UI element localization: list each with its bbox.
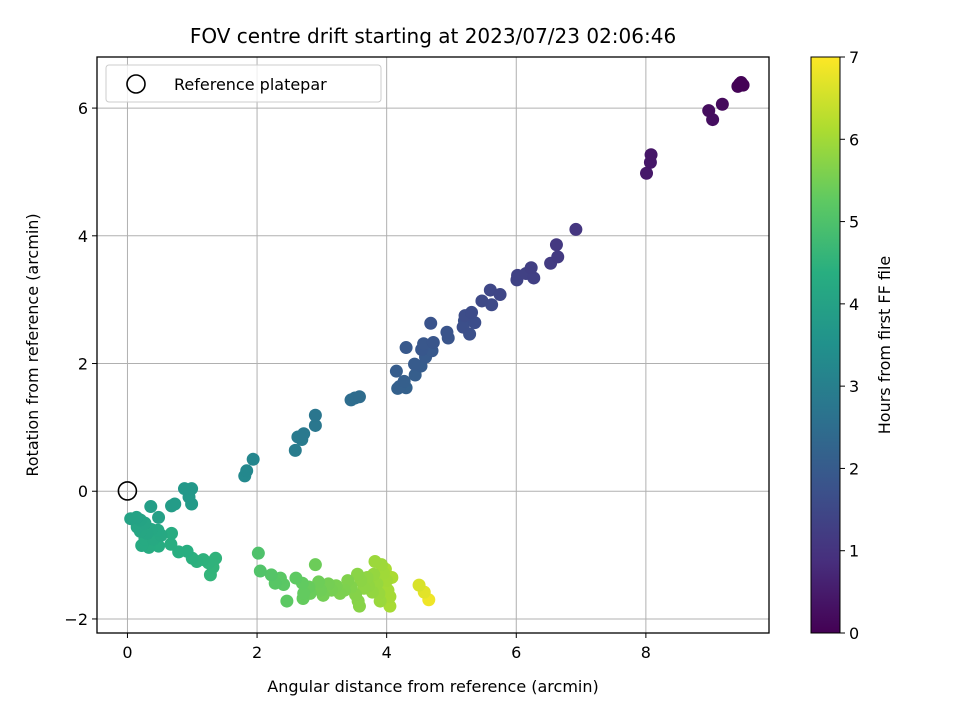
legend: Reference platepar (105, 64, 382, 103)
data-point (468, 316, 482, 330)
y-tick-label: 6 (78, 99, 88, 118)
x-tick-label: 8 (641, 643, 651, 662)
chart-title: FOV centre drift starting at 2023/07/23 … (190, 24, 676, 48)
data-point (397, 374, 411, 388)
y-tick-label: 4 (78, 227, 88, 246)
y-tick-label: −2 (64, 610, 88, 629)
colorbar-ticks: 0 1 2 3 4 5 6 7 (840, 48, 859, 643)
data-point (733, 77, 747, 91)
reference-platepar-marker (117, 481, 138, 501)
data-point (308, 558, 322, 572)
data-point (549, 238, 563, 252)
plot-frame (96, 56, 770, 634)
data-points (124, 76, 750, 613)
colorbar-tick-label: 1 (849, 542, 859, 561)
colorbar-tick-label: 3 (849, 377, 859, 396)
x-axis-ticks: 0 2 4 6 8 (122, 633, 651, 662)
data-point (465, 305, 479, 319)
data-point (288, 443, 302, 457)
colorbar-label: Hours from first FF file (875, 256, 894, 435)
data-point (240, 464, 254, 478)
x-axis-label: Angular distance from reference (arcmin) (267, 677, 598, 696)
data-point (124, 512, 138, 526)
colorbar-tick-label: 5 (849, 213, 859, 232)
data-point (246, 452, 260, 466)
colorbar (810, 56, 841, 634)
data-point (177, 482, 191, 496)
data-point (144, 500, 158, 514)
colorbar-tick-label: 7 (849, 48, 859, 67)
data-point (524, 261, 538, 275)
data-point (408, 357, 422, 371)
x-tick-label: 0 (122, 643, 132, 662)
colorbar-tick-label: 4 (849, 295, 859, 314)
data-point (389, 364, 403, 378)
data-point (569, 222, 583, 236)
data-point (164, 537, 178, 551)
x-tick-label: 4 (382, 643, 392, 662)
y-axis-label: Rotation from reference (arcmin) (23, 213, 42, 476)
y-tick-label: 2 (78, 355, 88, 374)
y-axis-ticks: −2 0 2 4 6 (64, 99, 97, 629)
data-point (264, 568, 278, 582)
data-point (251, 546, 265, 560)
data-point (417, 337, 431, 351)
data-point (308, 418, 322, 432)
data-point (640, 166, 654, 180)
data-point (253, 564, 267, 578)
data-point (702, 104, 716, 118)
data-point (440, 325, 454, 339)
colorbar-tick-label: 6 (849, 130, 859, 149)
data-point (412, 578, 426, 592)
legend-marker-icon (126, 74, 146, 94)
data-point (426, 335, 440, 349)
colorbar-tick-label: 0 (849, 624, 859, 643)
y-tick-label: 0 (78, 482, 88, 501)
data-point (168, 497, 182, 511)
data-point (399, 341, 413, 355)
data-point (383, 599, 397, 613)
x-tick-label: 6 (511, 643, 521, 662)
data-point (308, 408, 322, 422)
data-point (297, 586, 311, 600)
data-point (352, 390, 366, 404)
data-point (165, 526, 179, 540)
data-point (297, 427, 311, 441)
data-point (527, 271, 541, 285)
data-point (715, 97, 729, 111)
colorbar-tick-label: 2 (849, 459, 859, 478)
grid-lines (97, 57, 769, 633)
data-point (312, 575, 326, 589)
x-tick-label: 2 (252, 643, 262, 662)
data-point (280, 594, 294, 608)
legend-entry-reference-platepar: Reference platepar (174, 75, 327, 94)
data-point (351, 567, 365, 581)
data-point (368, 554, 382, 568)
data-point (644, 148, 658, 162)
legend-box (105, 64, 382, 103)
data-point (456, 320, 470, 334)
data-point (483, 283, 497, 297)
data-point (551, 250, 565, 264)
data-point (424, 316, 438, 330)
data-point (475, 294, 489, 308)
data-point (493, 288, 507, 302)
data-point (152, 510, 166, 524)
data-point (289, 571, 303, 585)
